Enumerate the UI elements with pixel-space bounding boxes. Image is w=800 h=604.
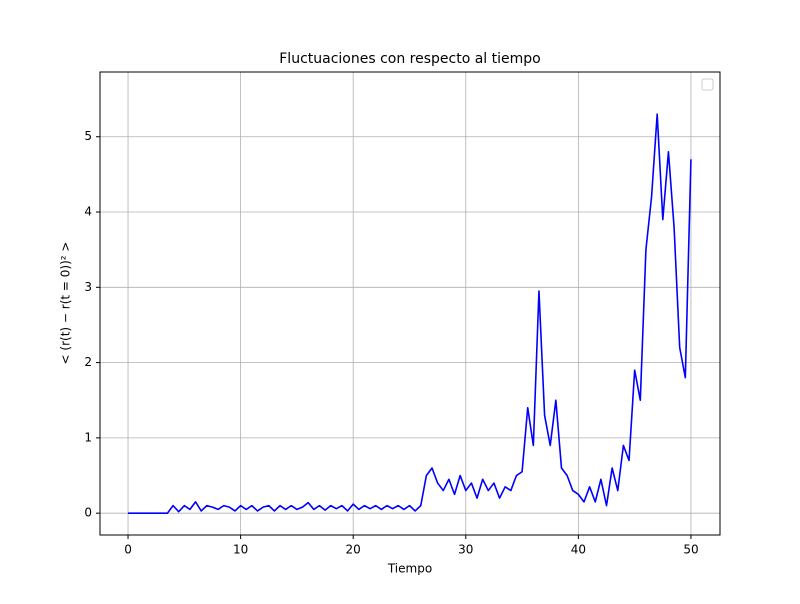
x-tick-label: 40 xyxy=(571,543,586,557)
y-axis-label: < (r(t) − r(t = 0))² > xyxy=(59,242,73,365)
x-tick-label: 20 xyxy=(346,543,361,557)
y-tick-label: 1 xyxy=(84,430,92,444)
x-tick-label: 30 xyxy=(458,543,473,557)
plot-area: 0 10 20 30 40 50 0 1 2 3 4 5 xyxy=(84,72,720,557)
y-tick-label: 3 xyxy=(84,280,92,294)
y-tick-label: 2 xyxy=(84,355,92,369)
x-tick-label: 50 xyxy=(683,543,698,557)
chart-title: Fluctuaciones con respecto al tiempo xyxy=(279,51,540,67)
legend xyxy=(701,78,714,91)
x-tick-label: 10 xyxy=(233,543,248,557)
y-tick-label: 4 xyxy=(84,205,92,219)
data-line xyxy=(128,113,692,514)
x-tick-label: 0 xyxy=(124,543,132,557)
y-tick-label: 0 xyxy=(84,506,92,520)
y-tick-label: 5 xyxy=(84,129,92,143)
axes-frame xyxy=(99,71,721,536)
x-axis-label: Tiempo xyxy=(387,562,432,576)
